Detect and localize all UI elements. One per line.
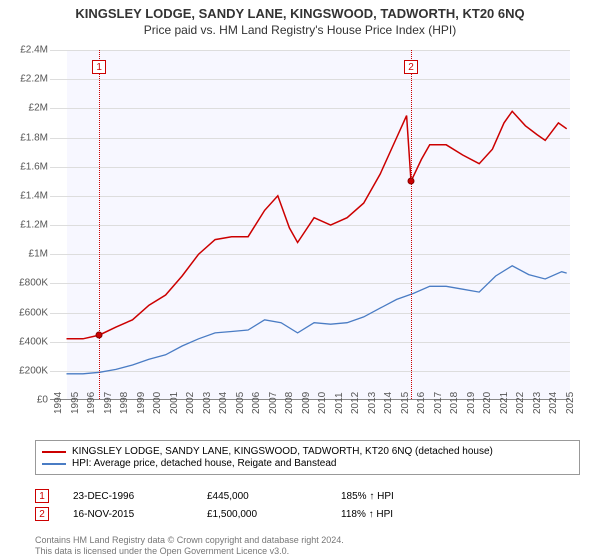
legend-row: HPI: Average price, detached house, Reig…	[42, 458, 573, 469]
x-axis-label: 2009	[301, 392, 312, 414]
marker-dot	[408, 178, 415, 185]
x-axis-label: 2010	[317, 392, 328, 414]
x-axis-label: 2012	[350, 392, 361, 414]
transaction-date: 23-DEC-1996	[73, 491, 183, 502]
x-axis-label: 2021	[499, 392, 510, 414]
chart-page: KINGSLEY LODGE, SANDY LANE, KINGSWOOD, T…	[0, 0, 600, 560]
series-line-1	[67, 266, 567, 374]
x-axis-label: 2023	[532, 392, 543, 414]
x-axis-label: 2015	[400, 392, 411, 414]
footer-line-1: Contains HM Land Registry data © Crown c…	[35, 535, 344, 545]
chart-subtitle: Price paid vs. HM Land Registry's House …	[0, 21, 600, 41]
x-axis-label: 1995	[70, 392, 81, 414]
x-axis-label: 1997	[103, 392, 114, 414]
x-axis-label: 2008	[284, 392, 295, 414]
y-axis-label: £1M	[4, 249, 48, 260]
x-axis-label: 2014	[383, 392, 394, 414]
transaction-badge: 2	[35, 507, 49, 521]
y-axis-label: £2M	[4, 103, 48, 114]
x-axis-label: 2006	[251, 392, 262, 414]
x-axis-label: 2004	[218, 392, 229, 414]
y-axis-label: £1.4M	[4, 190, 48, 201]
y-axis-label: £800K	[4, 278, 48, 289]
x-axis-label: 2001	[169, 392, 180, 414]
x-axis-label: 1998	[119, 392, 130, 414]
transaction-price: £1,500,000	[207, 509, 317, 520]
series-line-0	[67, 111, 567, 338]
x-axis-label: 2000	[152, 392, 163, 414]
legend-row: KINGSLEY LODGE, SANDY LANE, KINGSWOOD, T…	[42, 446, 573, 457]
x-axis-label: 2022	[515, 392, 526, 414]
transactions-table: 1 23-DEC-1996 £445,000 185% ↑ HPI 2 16-NOV-20…	[35, 485, 580, 525]
x-axis-label: 2025	[565, 392, 576, 414]
x-axis-label: 1994	[53, 392, 64, 414]
x-axis-label: 2005	[235, 392, 246, 414]
marker-badge: 1	[92, 60, 106, 74]
footer-line-2: This data is licensed under the Open Gov…	[35, 546, 289, 556]
x-axis-label: 2007	[268, 392, 279, 414]
x-axis-label: 2011	[334, 392, 345, 414]
legend-text: KINGSLEY LODGE, SANDY LANE, KINGSWOOD, T…	[72, 446, 493, 457]
x-axis-label: 2013	[367, 392, 378, 414]
legend: KINGSLEY LODGE, SANDY LANE, KINGSWOOD, T…	[35, 440, 580, 475]
x-axis-label: 2020	[482, 392, 493, 414]
x-axis-label: 2018	[449, 392, 460, 414]
transaction-date: 16-NOV-2015	[73, 509, 183, 520]
marker-line	[411, 50, 412, 399]
y-axis-label: £2.2M	[4, 74, 48, 85]
y-axis-label: £1.2M	[4, 220, 48, 231]
chart-title: KINGSLEY LODGE, SANDY LANE, KINGSWOOD, T…	[0, 0, 600, 21]
transaction-price: £445,000	[207, 491, 317, 502]
transaction-row: 1 23-DEC-1996 £445,000 185% ↑ HPI	[35, 489, 580, 503]
y-axis-label: £200K	[4, 365, 48, 376]
legend-text: HPI: Average price, detached house, Reig…	[72, 458, 336, 469]
y-axis-label: £2.4M	[4, 45, 48, 56]
footer-attribution: Contains HM Land Registry data © Crown c…	[35, 535, 580, 558]
plot-svg-host	[50, 50, 570, 399]
transaction-delta: 185% ↑ HPI	[341, 491, 394, 502]
x-axis-label: 1999	[136, 392, 147, 414]
x-axis-label: 2024	[548, 392, 559, 414]
plot-area: £0£200K£400K£600K£800K£1M£1.2M£1.4M£1.6M…	[50, 50, 570, 400]
y-axis-label: £400K	[4, 336, 48, 347]
y-axis-label: £1.6M	[4, 161, 48, 172]
legend-swatch	[42, 463, 66, 465]
transaction-row: 2 16-NOV-2015 £1,500,000 118% ↑ HPI	[35, 507, 580, 521]
x-axis-label: 2017	[433, 392, 444, 414]
marker-line	[99, 50, 100, 399]
transaction-delta: 118% ↑ HPI	[341, 509, 393, 520]
legend-swatch	[42, 451, 66, 453]
marker-badge: 2	[404, 60, 418, 74]
x-axis-label: 2016	[416, 392, 427, 414]
transaction-badge: 1	[35, 489, 49, 503]
y-axis-label: £600K	[4, 307, 48, 318]
y-axis-label: £1.8M	[4, 132, 48, 143]
y-axis-label: £0	[4, 395, 48, 406]
x-axis-label: 2002	[185, 392, 196, 414]
marker-dot	[96, 332, 103, 339]
x-axis-label: 1996	[86, 392, 97, 414]
x-axis-label: 2019	[466, 392, 477, 414]
x-axis-label: 2003	[202, 392, 213, 414]
